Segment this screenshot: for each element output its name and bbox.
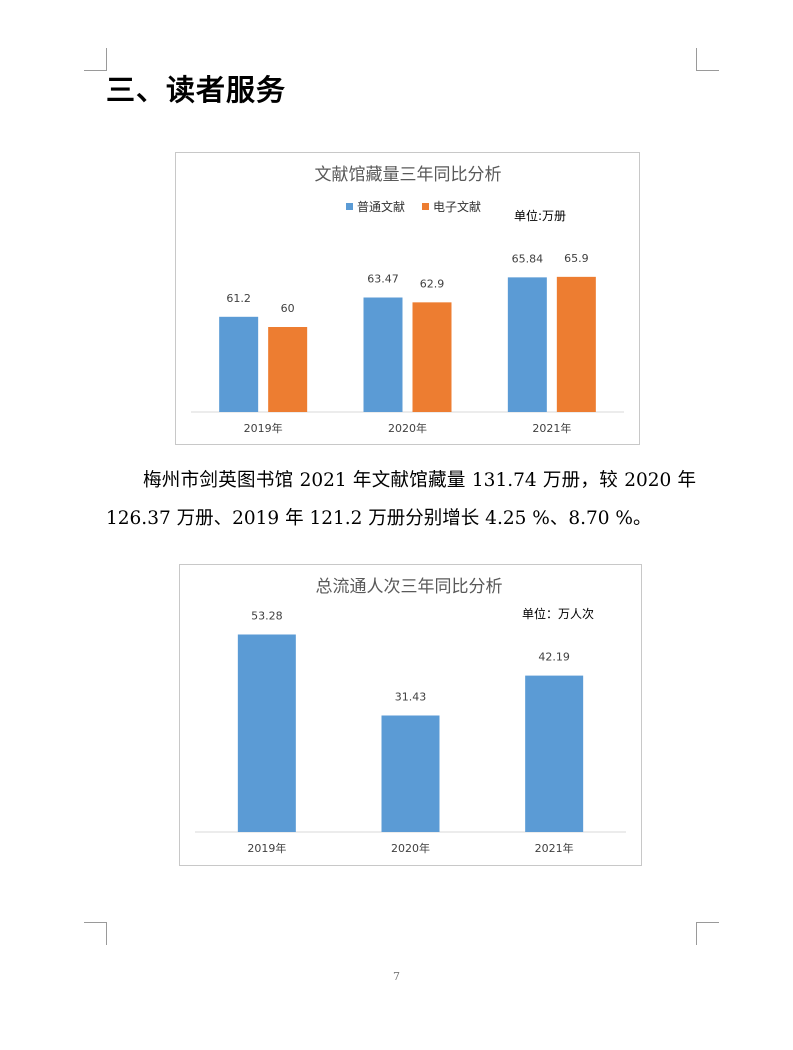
- x-tick-label: 2019年: [244, 421, 283, 435]
- crop-mark-top-right: [696, 48, 719, 71]
- data-label: 65.84: [512, 252, 544, 265]
- unit-label: 单位:万册: [514, 208, 566, 223]
- bar-series0-2020年: [363, 297, 403, 412]
- data-label: 60: [281, 302, 295, 315]
- data-label: 53.28: [251, 609, 283, 622]
- bar-series1-2020年: [412, 302, 452, 412]
- legend-label-0: 普通文献: [357, 199, 405, 214]
- x-tick-label: 2019年: [247, 841, 286, 855]
- crop-mark-bottom-right: [696, 922, 719, 945]
- circulation-chart: 总流通人次三年同比分析单位：万人次 53.28 2019年 31.43 2020年 42.…: [179, 564, 642, 866]
- crop-mark-bottom-left: [84, 922, 107, 945]
- x-tick-label: 2020年: [391, 841, 430, 855]
- unit-label: 单位：万人次: [522, 606, 594, 621]
- data-label: 62.9: [420, 277, 445, 290]
- body-paragraph: 梅州市剑英图书馆 2021 年文献馆藏量 131.74 万册，较 2020 年 …: [106, 470, 696, 529]
- bar-2021年: [525, 675, 584, 832]
- bar-2019年: [237, 634, 296, 832]
- x-tick-label: 2020年: [388, 421, 427, 435]
- x-tick-label: 2021年: [535, 841, 574, 855]
- chart-title: 总流通人次三年同比分析: [316, 577, 503, 597]
- legend-swatch-0: [346, 203, 353, 210]
- legend-swatch-1: [422, 203, 429, 210]
- crop-mark-top-left: [84, 48, 107, 71]
- x-tick-label: 2021年: [532, 421, 571, 435]
- data-label: 61.2: [226, 292, 251, 305]
- data-label: 65.9: [564, 252, 589, 265]
- data-label: 63.47: [367, 273, 399, 286]
- collection-chart: 文献馆藏量三年同比分析单位:万册 普通文献 电子文献 61.2 60 2019年 63.47…: [175, 152, 640, 445]
- data-label: 42.19: [538, 651, 570, 664]
- section-heading: 三、读者服务: [106, 73, 287, 107]
- chart-title: 文献馆藏量三年同比分析: [315, 165, 502, 185]
- bar-series1-2021年: [556, 276, 596, 412]
- bar-series0-2021年: [507, 277, 547, 412]
- bar-2020年: [381, 715, 440, 832]
- bar-series0-2019年: [219, 316, 259, 412]
- bar-series1-2019年: [268, 327, 308, 412]
- page-number: 7: [393, 970, 400, 983]
- data-label: 31.43: [395, 690, 427, 703]
- legend-label-1: 电子文献: [433, 199, 481, 214]
